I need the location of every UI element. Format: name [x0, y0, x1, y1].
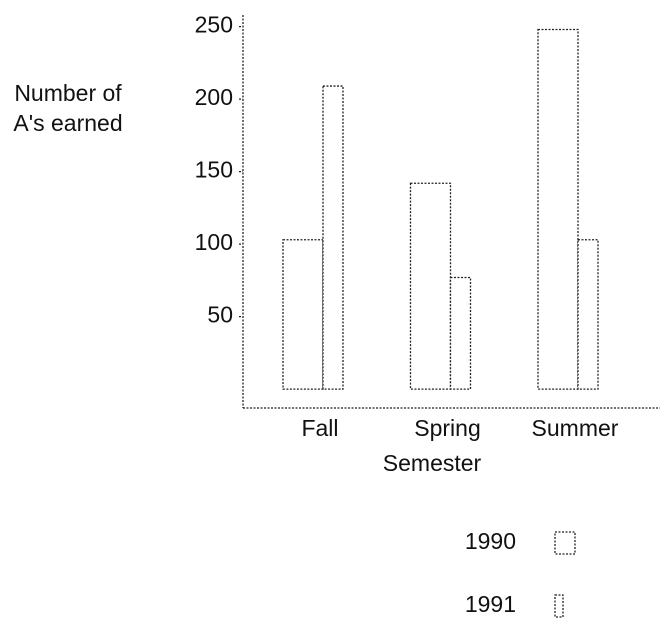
bar [537, 28, 579, 390]
x-axis-label: Semester [383, 450, 482, 476]
x-tick-label: Fall [301, 415, 338, 441]
y-tick-label: 150 [195, 157, 233, 183]
bar [409, 182, 452, 390]
bar [282, 239, 324, 390]
legend-label: 1990 [465, 528, 516, 554]
bar [322, 85, 344, 390]
legend-label: 1991 [465, 591, 516, 617]
y-tick-label: 50 [207, 302, 233, 328]
y-tick-label: 100 [195, 229, 233, 255]
bar [449, 276, 472, 390]
x-tick-label: Summer [532, 415, 619, 441]
y-axis-label: Number of A's earned [13, 80, 123, 136]
y-tick-label: 200 [195, 84, 233, 110]
legend-swatch [554, 594, 564, 618]
x-tick-label: Spring [414, 415, 480, 441]
legend-swatch [554, 531, 576, 555]
bar [577, 239, 599, 390]
y-tick-label: 250 [195, 12, 233, 38]
